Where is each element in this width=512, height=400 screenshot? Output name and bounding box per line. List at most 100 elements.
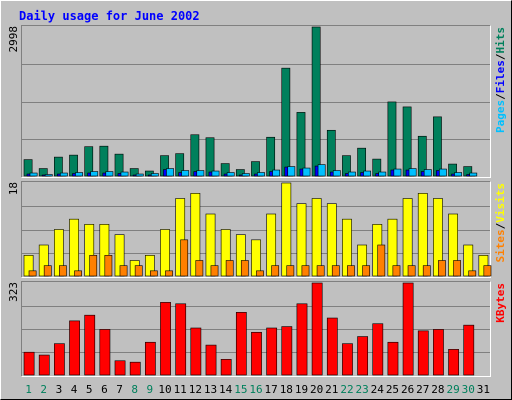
visits-bar: [190, 193, 201, 277]
plot-border-dark-visits: [21, 181, 491, 278]
pages-bar: [44, 174, 53, 177]
kbytes-bar: [251, 331, 262, 376]
pages-bar: [408, 168, 417, 177]
pages-bar: [150, 173, 159, 177]
sites-bar: [256, 270, 264, 277]
visits-bar: [23, 255, 34, 277]
kbytes-bar: [326, 317, 338, 376]
legend-entry: /: [494, 93, 507, 100]
sites-bar: [438, 260, 446, 277]
kbytes-bar: [281, 326, 293, 376]
pages-bar: [135, 173, 144, 177]
pages-bar: [75, 172, 83, 177]
plot-border-light-hits: [21, 25, 491, 178]
sites-bar: [407, 265, 416, 277]
day-label: 29: [446, 383, 459, 396]
day-label: 27: [416, 383, 429, 396]
sites-bar: [119, 265, 128, 277]
plot-border-light-visits: [21, 181, 491, 278]
kbytes-bar: [417, 330, 429, 376]
visits-bar: [342, 218, 352, 277]
pages-bar: [439, 168, 447, 177]
kbytes-bar: [402, 282, 414, 376]
legend-entry: /: [494, 53, 507, 60]
day-label: 16: [249, 383, 262, 396]
pages-bar: [348, 171, 356, 177]
kbytes-bar: [235, 312, 247, 376]
visits-bar: [160, 229, 170, 277]
kbytes-bar: [311, 282, 323, 376]
visits-bar: [114, 234, 125, 277]
kbytes-bar: [220, 359, 232, 376]
hits-bar: [326, 129, 336, 177]
visits-bar: [357, 244, 368, 277]
kbytes-bar: [372, 323, 384, 376]
day-label: 17: [265, 383, 278, 396]
sites-bar: [165, 270, 173, 277]
day-label: 7: [116, 383, 123, 396]
pages-bar: [363, 170, 372, 177]
visits-bar: [402, 198, 413, 277]
kbytes-bar: [38, 354, 50, 376]
visits-bar: [448, 213, 458, 277]
kbytes-bar: [205, 344, 217, 376]
kbytes-bar: [84, 314, 96, 376]
pages-bar: [196, 170, 205, 177]
legend-entry: /: [494, 222, 507, 229]
pages-bar: [469, 172, 478, 177]
pages-bar: [378, 171, 387, 177]
sites-bar: [180, 239, 189, 277]
pages-bar: [211, 170, 220, 177]
day-label: 8: [131, 383, 138, 396]
day-label: 10: [158, 383, 171, 396]
legend-visits: Sites/Visits: [494, 183, 507, 263]
sites-bar: [483, 265, 492, 277]
kbytes-bar: [433, 329, 444, 376]
plot-area-hits: [21, 25, 491, 178]
sites-bar: [43, 265, 52, 277]
kbytes-bar: [160, 302, 171, 376]
sites-bar: [301, 265, 310, 277]
day-label: 2: [40, 383, 47, 396]
sites-bar: [28, 270, 37, 277]
visits-bar: [387, 218, 398, 277]
chart-title: Daily usage for June 2002: [19, 9, 200, 23]
legend-kbytes: KBytes: [494, 283, 507, 323]
pages-bar: [302, 167, 311, 177]
panel-visits: 18 Sites/Visits: [7, 181, 507, 278]
visits-bar: [251, 239, 261, 277]
visits-bar: [281, 182, 292, 277]
hits-bar: [296, 112, 306, 177]
kbytes-bar: [190, 327, 202, 376]
legend-entry: KBytes: [494, 283, 507, 323]
kbytes-bar: [175, 303, 187, 376]
pages-bar: [332, 170, 341, 177]
sites-bar: [149, 270, 158, 277]
kbytes-bar: [54, 343, 65, 376]
day-label: 6: [101, 383, 108, 396]
pages-bar: [90, 171, 99, 177]
sites-bar: [347, 265, 355, 277]
day-label: 5: [86, 383, 93, 396]
sites-bar: [59, 265, 67, 277]
day-label: 19: [295, 383, 308, 396]
kbytes-bar: [463, 324, 475, 376]
legend-entry: Visits: [494, 183, 507, 223]
legend-entry: Pages: [494, 100, 507, 133]
day-label: 28: [431, 383, 444, 396]
kbytes-bar: [357, 336, 369, 376]
sites-bar: [377, 244, 386, 277]
day-axis-labels: 1 2 3 4 5 6 7 8 9 10 11 12 13 14 15 16 17 18 19 20 21 22 23 24 2…: [25, 383, 490, 396]
pages-bar: [241, 173, 250, 177]
plot-border-dark-hits: [21, 25, 491, 178]
day-label: 21: [325, 383, 338, 396]
legend-entry: Files: [494, 60, 507, 93]
pages-bar: [393, 168, 402, 177]
sites-bar: [104, 255, 113, 277]
panel-kbytes: 323 KBytes: [7, 281, 507, 377]
sites-bar: [362, 265, 371, 277]
y-max-label-visits: 18: [7, 182, 20, 195]
pages-bar: [287, 166, 296, 177]
